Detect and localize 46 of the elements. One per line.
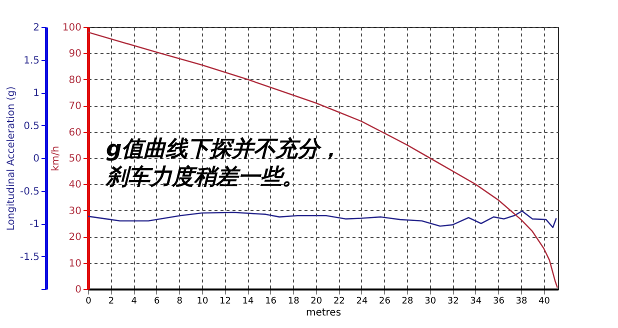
x-tick-label: 34 (470, 296, 482, 306)
y2-tick-label: 50 (68, 154, 82, 164)
x-tick-label: 26 (379, 296, 391, 306)
line-series (88, 32, 558, 288)
x-tick-label: 0 (86, 296, 92, 306)
y2-tick-label: 80 (68, 74, 82, 86)
x-tick-label: 18 (288, 296, 300, 306)
y-tick-label: -1.5 (20, 252, 40, 263)
y-tick-label: 1.5 (24, 55, 40, 66)
y2-tick-label: 10 (68, 258, 82, 270)
x-axis-title: metres (306, 308, 342, 318)
x-tick-label: 4 (131, 296, 138, 306)
line-series (88, 210, 557, 228)
x-tick-label: 20 (310, 296, 322, 306)
x-tick-label: 40 (538, 296, 550, 306)
y-tick-label: 0.5 (24, 120, 40, 132)
y-axis-title: Longitudinal Acceleration (g) (6, 86, 17, 231)
y-tick-label: 0 (33, 154, 40, 164)
y-tick-label: -1 (30, 219, 40, 230)
y2-tick-label: 60 (68, 127, 82, 138)
x-tick-label: 22 (333, 296, 345, 306)
y2-tick-label: 20 (68, 232, 82, 244)
y2-tick-label: 90 (68, 48, 82, 60)
x-tick-label: 38 (516, 296, 528, 306)
y2-tick-label: 100 (62, 22, 82, 34)
x-tick-label: 12 (220, 296, 231, 306)
x-tick-label: 30 (424, 296, 436, 306)
annotation: g值曲线下探并不充分，刹车力度稍差一些。 (105, 136, 342, 190)
y-tick-label: -0.5 (20, 186, 40, 198)
x-tick-label: 8 (176, 296, 183, 306)
x-tick-label: 2 (108, 296, 114, 306)
y2-tick-label: 70 (68, 101, 82, 112)
x-tick-label: 14 (242, 296, 254, 306)
x-tick-label: 28 (402, 296, 414, 306)
y2-axis-title: km/h (50, 146, 62, 172)
y2-tick-label: 0 (75, 284, 82, 296)
x-tick-label: 6 (154, 296, 160, 306)
x-tick-label: 24 (356, 296, 368, 306)
x-tick-label: 36 (492, 296, 505, 306)
y-tick-label: 2 (33, 22, 40, 34)
x-tick-label: 10 (196, 296, 208, 306)
x-tick-label: 32 (447, 296, 459, 306)
x-tick-label: 16 (265, 296, 277, 306)
y-tick-label: 1 (33, 88, 40, 99)
y2-tick-label: 30 (68, 206, 82, 217)
y2-tick-label: 40 (68, 180, 82, 191)
